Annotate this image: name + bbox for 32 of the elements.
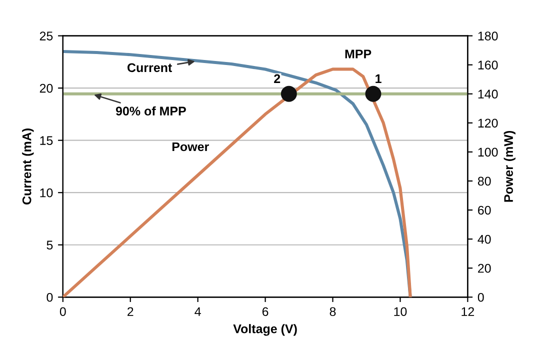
y2-tick-label: 20	[478, 264, 491, 273]
annotation: 2	[274, 74, 280, 83]
y2-tick-label: 40	[478, 234, 491, 244]
y2-tick-label: 180	[478, 32, 498, 40]
x-tick-label: 8	[330, 307, 336, 316]
y-tick-label: 5	[46, 240, 53, 250]
y2-axis-title: Power (mW)	[504, 130, 516, 202]
y2-tick-label: 80	[478, 176, 491, 186]
x-tick-label: 10	[394, 307, 407, 316]
y2-tick-label: 60	[478, 206, 491, 215]
y-tick-label: 25	[40, 32, 53, 40]
annotation: MPP	[345, 50, 372, 58]
y2-tick-label: 160	[478, 60, 498, 70]
x-tick-label: 0	[60, 307, 66, 316]
y-axis-title: Current (mA)	[22, 128, 34, 204]
x-tick-label: 2	[128, 307, 134, 316]
y2-tick-label: 100	[478, 148, 498, 157]
y-tick-label: 0	[46, 292, 53, 302]
x-tick-label: 4	[194, 307, 201, 316]
x-tick-label: 6	[262, 307, 268, 316]
x-tick-label: 12	[462, 307, 474, 316]
y-tick-label: 20	[40, 84, 53, 93]
annotation: 1	[376, 74, 382, 83]
series-label: Current	[128, 63, 172, 72]
y-tick-label: 15	[40, 136, 53, 145]
series-label: Power	[172, 142, 209, 152]
y2-tick-label: 140	[478, 90, 498, 99]
y2-tick-label: 120	[478, 118, 498, 128]
y-tick-label: 10	[40, 188, 53, 198]
y2-tick-label: 0	[478, 292, 484, 302]
x-axis-title: Voltage (V)	[233, 324, 297, 336]
ref-line-label: 90% of MPP	[116, 106, 186, 116]
